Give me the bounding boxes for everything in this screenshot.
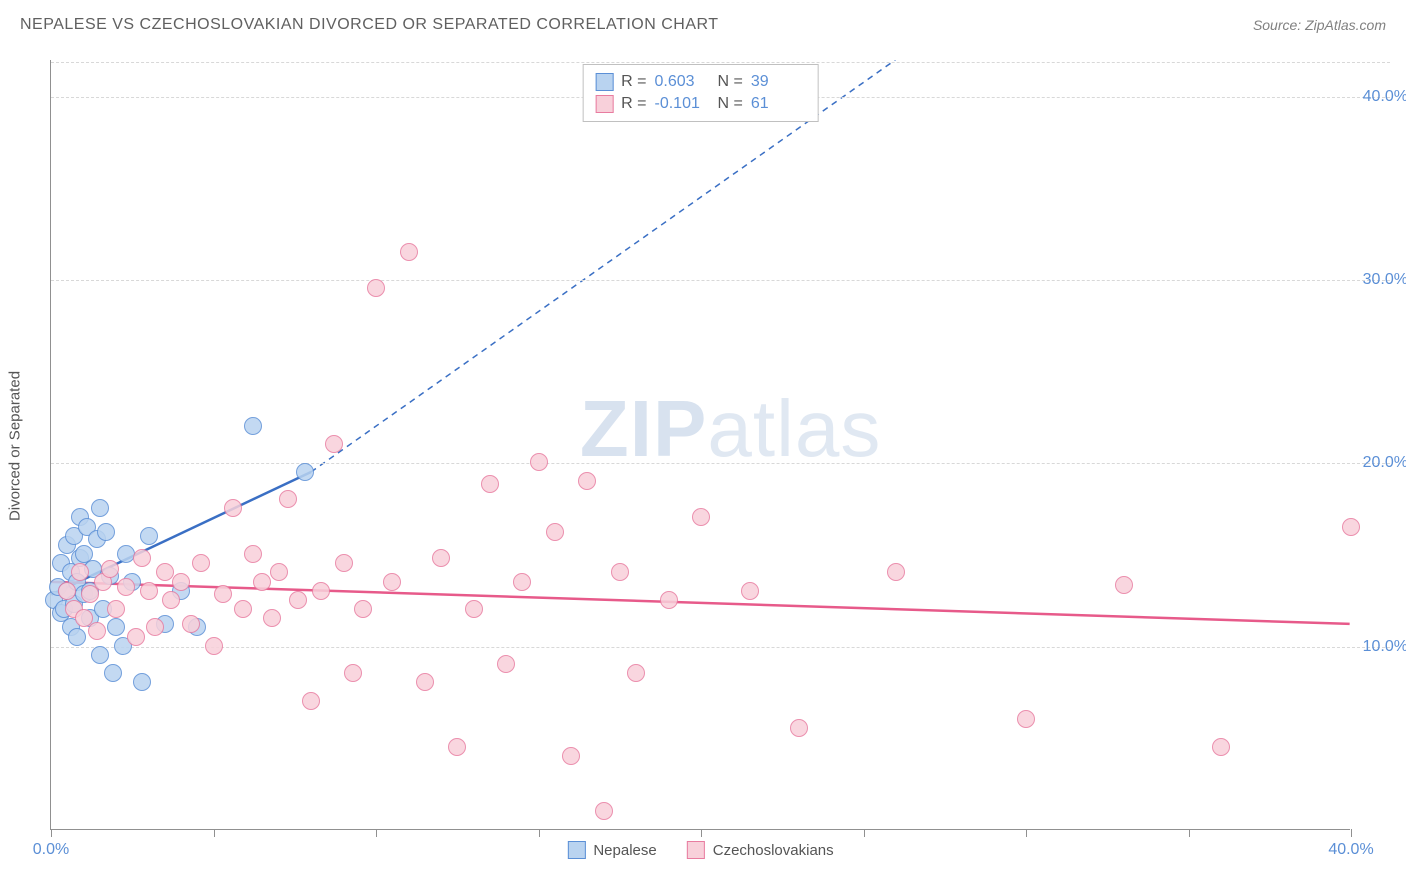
x-tick [214,829,215,837]
data-point [354,600,372,618]
data-point [205,637,223,655]
data-point [107,600,125,618]
data-point [530,453,548,471]
data-point [58,582,76,600]
data-point [335,554,353,572]
data-point [448,738,466,756]
data-point [1017,710,1035,728]
y-tick-label: 10.0% [1363,638,1406,656]
data-point [117,545,135,563]
data-point [244,545,262,563]
legend-item: Nepalese [567,841,656,859]
data-point [562,747,580,765]
gridline [51,463,1390,464]
data-point [790,719,808,737]
data-point [117,578,135,596]
data-point [224,499,242,517]
data-point [513,573,531,591]
data-point [416,673,434,691]
x-tick-label: 40.0% [1328,841,1373,859]
y-tick-label: 20.0% [1363,454,1406,472]
data-point [302,692,320,710]
data-point [692,508,710,526]
data-point [611,563,629,581]
data-point [88,622,106,640]
correlation-legend: R = 0.603N = 39R = -0.101N = 61 [582,64,819,122]
gridline [51,280,1390,281]
data-point [192,554,210,572]
series-legend: Nepalese Czechoslovakians [567,841,833,859]
data-point [133,673,151,691]
data-point [312,582,330,600]
data-point [263,609,281,627]
data-point [741,582,759,600]
data-point [97,523,115,541]
data-point [1342,518,1360,536]
y-tick-label: 30.0% [1363,271,1406,289]
data-point [578,472,596,490]
data-point [214,585,232,603]
data-point [68,628,86,646]
x-tick [51,829,52,837]
chart-title: NEPALESE VS CZECHOSLOVAKIAN DIVORCED OR … [20,16,719,34]
data-point [107,618,125,636]
x-tick [1351,829,1352,837]
legend-row: R = 0.603N = 39 [595,71,806,93]
data-point [172,573,190,591]
data-point [91,646,109,664]
data-point [383,573,401,591]
data-point [234,600,252,618]
x-tick [864,829,865,837]
data-point [325,435,343,453]
legend-row: R = -0.101N = 61 [595,93,806,115]
legend-item: Czechoslovakians [687,841,834,859]
data-point [127,628,145,646]
data-point [279,490,297,508]
plot-area: ZIPatlas R = 0.603N = 39R = -0.101N = 61… [50,60,1350,830]
data-point [400,243,418,261]
data-point [595,802,613,820]
data-point [146,618,164,636]
data-point [660,591,678,609]
data-point [344,664,362,682]
data-point [162,591,180,609]
data-point [465,600,483,618]
data-point [497,655,515,673]
data-point [182,615,200,633]
watermark: ZIPatlas [580,383,881,475]
gridline [51,647,1390,648]
data-point [133,549,151,567]
x-tick [701,829,702,837]
data-point [156,563,174,581]
data-point [244,417,262,435]
x-tick-label: 0.0% [33,841,69,859]
data-point [91,499,109,517]
data-point [296,463,314,481]
data-point [253,573,271,591]
data-point [481,475,499,493]
data-point [71,563,89,581]
trend-lines [51,60,1350,829]
data-point [887,563,905,581]
data-point [140,527,158,545]
data-point [432,549,450,567]
data-point [627,664,645,682]
data-point [104,664,122,682]
data-point [1212,738,1230,756]
data-point [101,560,119,578]
data-point [1115,576,1133,594]
x-tick [1026,829,1027,837]
x-tick [1189,829,1190,837]
source-label: Source: ZipAtlas.com [1253,17,1386,33]
y-tick-label: 40.0% [1363,88,1406,106]
data-point [289,591,307,609]
data-point [140,582,158,600]
data-point [367,279,385,297]
data-point [546,523,564,541]
x-tick [376,829,377,837]
y-axis-label: Divorced or Separated [7,371,24,521]
data-point [270,563,288,581]
gridline [51,62,1390,63]
x-tick [539,829,540,837]
